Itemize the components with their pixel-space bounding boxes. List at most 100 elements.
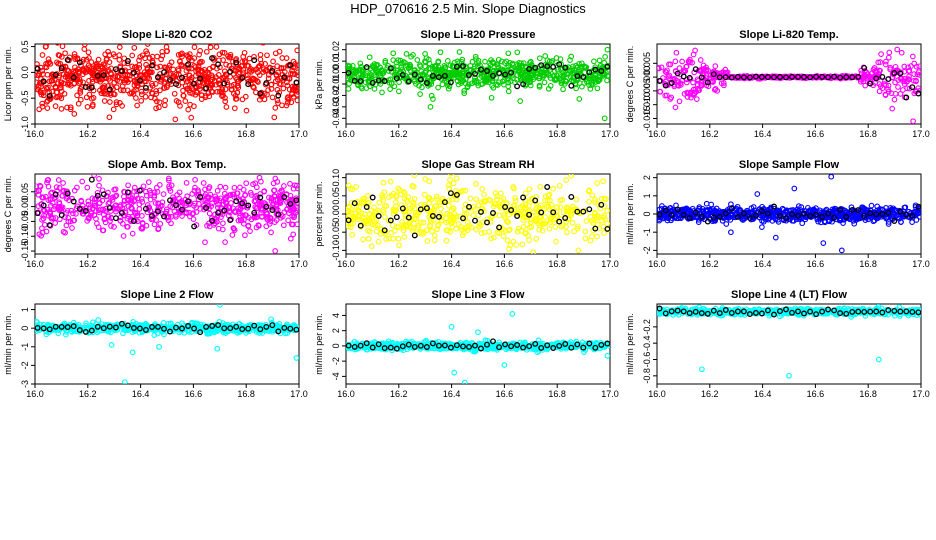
data-point — [600, 178, 607, 185]
data-point — [76, 80, 83, 87]
highlight-point — [346, 69, 352, 76]
y-tick-label: -0.10 — [20, 226, 30, 247]
data-point — [490, 84, 497, 91]
y-tick-label: 0.05 — [20, 183, 30, 201]
data-point — [202, 75, 209, 82]
data-point — [412, 209, 419, 216]
data-point — [260, 44, 266, 46]
y-tick-label: 0.005 — [642, 52, 652, 75]
data-point — [444, 58, 451, 64]
data-point — [157, 220, 164, 227]
data-point — [496, 212, 503, 219]
data-point — [685, 90, 691, 97]
outlier-point — [820, 240, 827, 246]
highlight-point — [64, 190, 71, 197]
highlight-point — [686, 215, 693, 222]
highlight-point — [484, 219, 490, 226]
data-point — [573, 196, 580, 203]
data-point — [481, 191, 487, 198]
highlight-point — [245, 202, 252, 209]
highlight-point — [136, 187, 143, 194]
data-point — [182, 98, 189, 104]
highlight-point — [239, 200, 246, 207]
data-point — [53, 184, 60, 190]
highlight-point — [203, 85, 210, 92]
data-point — [710, 217, 717, 224]
data-point — [195, 66, 202, 73]
data-point — [876, 67, 883, 74]
data-point — [407, 224, 414, 231]
highlight-point — [734, 213, 741, 220]
data-point — [45, 197, 52, 203]
highlight-point — [680, 211, 687, 218]
data-point — [568, 174, 575, 179]
data-point — [382, 214, 388, 220]
data-point — [230, 58, 236, 65]
data-point — [57, 85, 64, 91]
data-point — [599, 71, 606, 78]
highlight-point — [746, 74, 753, 81]
data-point — [467, 195, 474, 202]
data-point — [710, 206, 717, 212]
data-point — [571, 228, 577, 235]
data-point — [133, 95, 139, 101]
x-tick-label: 16.4 — [754, 259, 772, 269]
highlight-point — [885, 76, 892, 83]
data-point — [233, 75, 239, 81]
data-point — [138, 91, 145, 98]
data-point — [229, 232, 236, 238]
data-point — [179, 53, 185, 60]
data-point — [382, 230, 388, 237]
x-tick-label: 16.2 — [701, 259, 719, 269]
data-point — [102, 90, 108, 97]
data-point — [401, 208, 407, 215]
data-point — [560, 209, 567, 216]
data-point — [496, 79, 502, 86]
data-point — [459, 232, 466, 238]
data-point — [582, 65, 589, 71]
y-tick-label: -1 — [642, 228, 652, 236]
x-tick-label: 16.0 — [26, 259, 44, 269]
highlight-point — [112, 215, 119, 222]
data-point — [458, 226, 465, 233]
highlight-point — [460, 215, 466, 222]
data-point — [598, 195, 605, 202]
data-point — [128, 205, 135, 212]
highlight-point — [710, 71, 717, 78]
data-point — [889, 206, 896, 213]
data-point — [88, 59, 95, 65]
data-point — [205, 71, 212, 78]
data-point — [522, 201, 529, 208]
data-point — [102, 219, 109, 226]
data-point — [65, 218, 72, 225]
data-point — [875, 59, 882, 66]
highlight-point — [897, 208, 904, 215]
data-point — [506, 226, 513, 233]
data-point — [179, 199, 186, 206]
highlight-point — [662, 82, 669, 89]
data-point — [695, 219, 702, 225]
data-point — [431, 203, 438, 210]
data-point — [582, 228, 589, 235]
data-point — [657, 88, 663, 95]
y-tick-label: 0.00 — [331, 64, 341, 82]
highlight-point — [813, 73, 820, 80]
data-point — [107, 90, 114, 97]
data-point — [412, 212, 419, 219]
data-point — [860, 205, 867, 212]
data-point — [718, 80, 725, 87]
data-point — [206, 210, 213, 217]
data-point — [87, 204, 93, 210]
data-point — [60, 71, 67, 78]
data-point — [882, 92, 889, 98]
data-point — [67, 104, 74, 111]
highlight-point — [293, 79, 299, 86]
data-point — [518, 63, 525, 70]
data-point — [889, 105, 896, 112]
data-point — [89, 103, 96, 109]
data-point — [723, 221, 730, 227]
data-point — [420, 219, 427, 226]
data-point — [686, 58, 692, 65]
highlight-point — [221, 207, 228, 214]
